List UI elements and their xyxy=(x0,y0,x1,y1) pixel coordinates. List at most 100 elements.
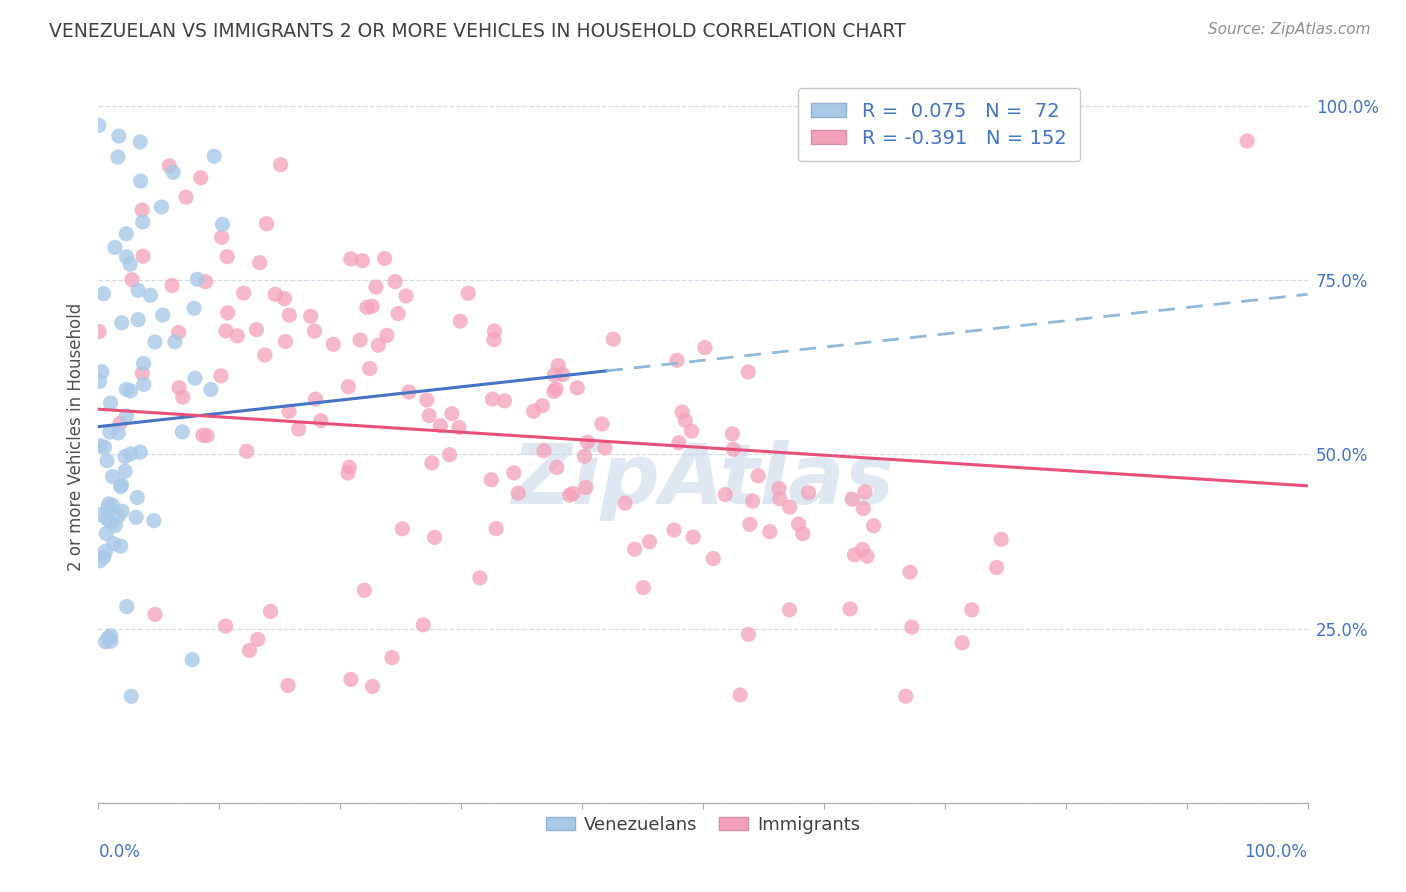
Text: 100.0%: 100.0% xyxy=(1244,843,1308,861)
Point xyxy=(990,533,1012,547)
Point xyxy=(167,326,190,340)
Point xyxy=(986,560,1008,574)
Point xyxy=(214,619,236,633)
Point xyxy=(209,368,232,383)
Point xyxy=(299,310,322,324)
Point xyxy=(111,316,134,330)
Point xyxy=(778,603,800,617)
Point xyxy=(671,405,693,419)
Point xyxy=(162,165,184,179)
Point xyxy=(839,602,862,616)
Point xyxy=(673,413,696,427)
Point xyxy=(415,392,437,407)
Point xyxy=(714,487,737,501)
Point xyxy=(494,393,516,408)
Point xyxy=(100,396,122,410)
Point xyxy=(132,215,155,229)
Point xyxy=(844,548,866,562)
Point xyxy=(287,422,309,436)
Point xyxy=(523,404,546,418)
Point xyxy=(127,312,149,326)
Point xyxy=(98,425,121,439)
Point xyxy=(960,603,983,617)
Point xyxy=(110,539,132,553)
Point xyxy=(174,190,197,204)
Point xyxy=(398,385,420,400)
Point xyxy=(737,365,759,379)
Point xyxy=(172,425,194,439)
Point xyxy=(132,249,155,263)
Point xyxy=(278,404,301,418)
Point xyxy=(107,509,129,524)
Point xyxy=(682,530,704,544)
Point xyxy=(623,542,645,557)
Point xyxy=(901,620,924,634)
Legend: Venezuelans, Immigrants: Venezuelans, Immigrants xyxy=(538,809,868,841)
Point xyxy=(89,554,111,568)
Point xyxy=(120,384,142,398)
Point xyxy=(638,534,661,549)
Point xyxy=(359,361,381,376)
Point xyxy=(120,690,142,704)
Point xyxy=(439,448,461,462)
Point xyxy=(101,498,124,512)
Point xyxy=(143,334,166,349)
Point xyxy=(226,328,249,343)
Point xyxy=(217,250,239,264)
Point xyxy=(120,447,142,461)
Point xyxy=(384,275,406,289)
Point xyxy=(447,420,470,434)
Point xyxy=(851,542,873,557)
Point xyxy=(356,301,378,315)
Point xyxy=(96,453,118,467)
Point xyxy=(440,407,463,421)
Point xyxy=(90,365,112,379)
Point xyxy=(737,627,759,641)
Point xyxy=(738,517,761,532)
Point xyxy=(1236,134,1258,148)
Point xyxy=(502,466,524,480)
Point xyxy=(278,308,301,322)
Point xyxy=(94,544,117,558)
Point xyxy=(107,425,129,440)
Point xyxy=(533,443,555,458)
Point xyxy=(256,217,278,231)
Point xyxy=(361,299,384,313)
Point xyxy=(101,469,124,483)
Text: ZipAtlas: ZipAtlas xyxy=(512,441,894,522)
Point xyxy=(110,480,132,494)
Point xyxy=(232,286,254,301)
Point xyxy=(249,255,271,269)
Point xyxy=(200,383,222,397)
Point xyxy=(702,551,724,566)
Text: 0.0%: 0.0% xyxy=(98,843,141,861)
Point xyxy=(115,409,138,423)
Point xyxy=(482,333,505,347)
Point xyxy=(721,426,744,441)
Point xyxy=(567,381,589,395)
Point xyxy=(575,480,598,494)
Point xyxy=(115,383,138,397)
Point xyxy=(163,334,186,349)
Point xyxy=(238,643,260,657)
Point xyxy=(215,324,238,338)
Point xyxy=(184,371,207,385)
Point xyxy=(125,510,148,524)
Point xyxy=(167,381,190,395)
Point xyxy=(468,571,491,585)
Point xyxy=(593,441,616,455)
Point xyxy=(423,530,446,544)
Point xyxy=(485,522,508,536)
Point xyxy=(668,435,690,450)
Point xyxy=(797,485,820,500)
Point xyxy=(862,518,884,533)
Point xyxy=(93,440,115,454)
Point xyxy=(270,158,292,172)
Point xyxy=(131,366,153,380)
Point xyxy=(100,516,122,530)
Point xyxy=(339,252,361,266)
Point xyxy=(309,414,332,428)
Point xyxy=(543,384,565,399)
Point xyxy=(364,280,387,294)
Point xyxy=(769,491,792,506)
